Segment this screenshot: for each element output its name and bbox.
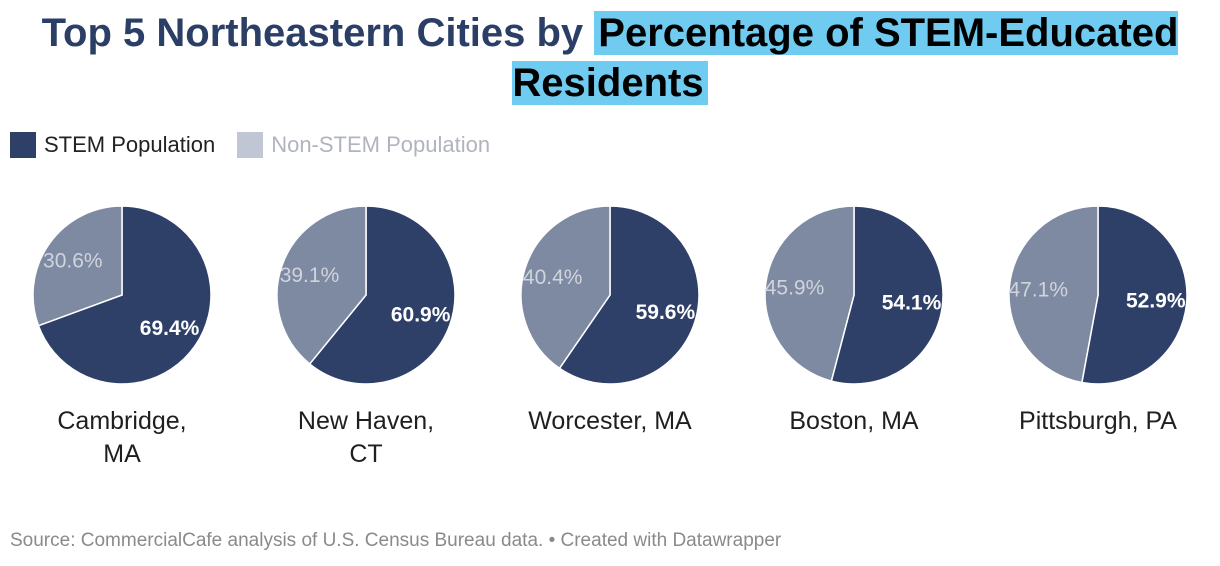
value-label-non-stem: 30.6%: [43, 250, 103, 273]
city-label-pittsburgh: Pittsburgh, PA: [988, 405, 1208, 438]
title-plain: Top 5 Northeastern Cities by: [41, 11, 584, 55]
pie-slice-non-stem[interactable]: [276, 205, 367, 365]
legend-item-stem[interactable]: STEM Population: [10, 132, 215, 158]
legend-label-non-stem: Non-STEM Population: [271, 132, 491, 157]
pie-slice-non-stem[interactable]: [1008, 205, 1099, 384]
pie-slice-non-stem[interactable]: [764, 205, 855, 382]
pie-slice-stem[interactable]: [830, 205, 944, 385]
city-label-line: Cambridge,: [57, 407, 187, 435]
value-label-stem: 54.1%: [882, 291, 942, 314]
pie-slice-stem[interactable]: [558, 205, 700, 385]
legend-item-non-stem[interactable]: Non-STEM Population: [237, 132, 490, 158]
chart-title: Top 5 Northeastern Cities by Percentage …: [0, 8, 1220, 108]
pie-slice-stem[interactable]: [308, 205, 456, 385]
city-label-new-haven: New Haven, CT: [256, 405, 476, 471]
title-highlight: Percentage of STEM-Educated Residents: [512, 11, 1179, 105]
city-label-cambridge: Cambridge, MA: [12, 405, 232, 471]
value-label-non-stem: 47.1%: [1008, 279, 1068, 302]
pie-charts: Cambridge, MA New Haven, CT Worcester, M…: [0, 195, 1220, 485]
pie-slice-stem[interactable]: [1080, 205, 1188, 385]
legend-label-stem: STEM Population: [44, 132, 216, 157]
value-label-stem: 52.9%: [1126, 289, 1186, 312]
city-label-line: New Haven,: [297, 407, 435, 435]
pie-slice-non-stem[interactable]: [32, 205, 123, 327]
pie-slice-non-stem[interactable]: [520, 205, 611, 370]
legend-swatch-stem: [10, 132, 36, 158]
city-label-worcester: Worcester, MA: [500, 405, 720, 438]
value-label-stem: 60.9%: [391, 303, 451, 326]
value-label-stem: 69.4%: [140, 317, 200, 340]
legend-swatch-non-stem: [237, 132, 264, 158]
city-label-line: MA: [103, 440, 141, 468]
value-label-non-stem: 45.9%: [765, 276, 825, 299]
city-label-boston: Boston, MA: [744, 405, 964, 438]
source-note: Source: CommercialCafe analysis of U.S. …: [10, 530, 782, 551]
value-label-stem: 59.6%: [636, 301, 696, 324]
city-label-line: Boston, MA: [789, 407, 919, 435]
city-label-line: Worcester, MA: [528, 407, 692, 435]
legend: STEM Population Non-STEM Population: [10, 132, 512, 158]
pie-slice-stem[interactable]: [37, 205, 212, 385]
value-label-non-stem: 39.1%: [280, 264, 340, 287]
value-label-non-stem: 40.4%: [523, 266, 583, 289]
city-label-line: CT: [349, 440, 383, 468]
city-label-line: Pittsburgh, PA: [1019, 407, 1177, 435]
pies-svg: 69.4% 30.6% 60.9% 39.1% 59.6% 40.4% 54.1% 45.9%…: [32, 205, 1188, 385]
